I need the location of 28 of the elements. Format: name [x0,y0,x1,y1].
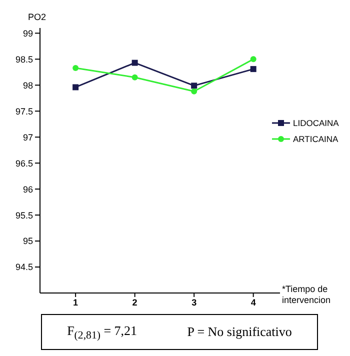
y-tick-label: 98.5 [15,54,33,64]
legend-label: LIDOCAINA [293,118,339,128]
point [191,88,198,94]
point [250,66,256,72]
text: P = No significativo [187,324,292,340]
point [72,65,79,72]
x-tick-label: 4 [250,297,256,308]
x-tick-label: 3 [192,297,197,308]
x-axis-title: *Tiempo de intervencion [282,284,332,306]
point [72,84,79,90]
y-tick-label: 97 [22,132,33,142]
y-tick-label: 94.5 [15,262,33,272]
y-tick-label: 95.5 [15,210,33,220]
y-tick-label: 96 [22,184,33,194]
text: F$_{(2,81)}$ = 7,21 [67,322,138,342]
point [250,56,256,62]
y-tick-label: 98 [22,80,33,90]
y-tick-label: 96.5 [15,158,33,168]
y-axis-title: PO2 [28,12,46,22]
y-tick-label: 97.5 [15,106,33,116]
point [132,74,138,80]
x-tick-label: 1 [73,297,78,308]
legend-label: ARTICAINA [293,134,338,144]
y-tick-label: 95 [22,236,33,246]
point [132,60,138,66]
y-tick-label: 99 [22,28,33,38]
x-tick-label: 2 [132,297,138,308]
point [191,82,198,89]
